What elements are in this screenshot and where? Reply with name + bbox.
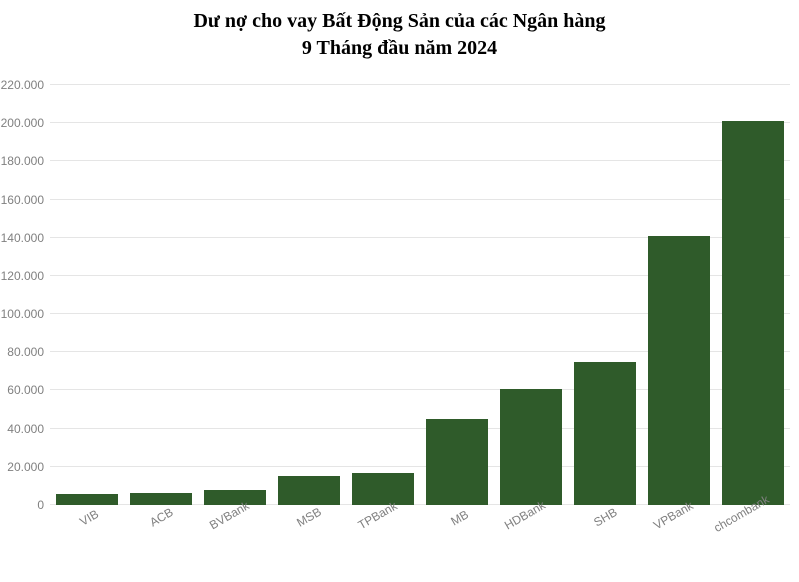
y-tick-label: 200.000 <box>1 116 44 130</box>
bar-slot: HDBank <box>494 85 568 505</box>
y-tick-label: 20.000 <box>7 460 44 474</box>
y-tick-label: 0 <box>37 498 44 512</box>
y-tick-label: 140.000 <box>1 231 44 245</box>
x-tick-label: MB <box>445 502 471 528</box>
chart-plot-area: 020.00040.00060.00080.000100.000120.0001… <box>50 85 790 505</box>
y-tick-label: 220.000 <box>1 78 44 92</box>
bars-container: VIBACBBVBankMSBTPBankMBHDBankSHBVPBankch… <box>50 85 790 505</box>
chart-title-line1: Dư nợ cho vay Bất Động Sản của các Ngân … <box>0 8 799 35</box>
y-tick-label: 40.000 <box>7 422 44 436</box>
bar-slot: MB <box>420 85 494 505</box>
bar-slot: VIB <box>50 85 124 505</box>
bar-slot: VPBank <box>642 85 716 505</box>
bar-slot: MSB <box>272 85 346 505</box>
bar <box>722 121 784 505</box>
y-tick-label: 160.000 <box>1 193 44 207</box>
chart-title: Dư nợ cho vay Bất Động Sản của các Ngân … <box>0 0 799 62</box>
y-tick-label: 80.000 <box>7 345 44 359</box>
bar-slot: ACB <box>124 85 198 505</box>
y-tick-label: 60.000 <box>7 383 44 397</box>
y-tick-label: 120.000 <box>1 269 44 283</box>
bar-slot: TPBank <box>346 85 420 505</box>
x-tick-label: VIB <box>74 502 101 529</box>
bar <box>648 236 710 505</box>
bar <box>500 389 562 505</box>
y-tick-label: 100.000 <box>1 307 44 321</box>
y-tick-label: 180.000 <box>1 154 44 168</box>
bar <box>574 362 636 505</box>
bar <box>426 419 488 505</box>
bar-slot: BVBank <box>198 85 272 505</box>
bar-slot: SHB <box>568 85 642 505</box>
chart-title-line2: 9 Tháng đầu năm 2024 <box>0 35 799 62</box>
bar-slot: chcombank <box>716 85 790 505</box>
